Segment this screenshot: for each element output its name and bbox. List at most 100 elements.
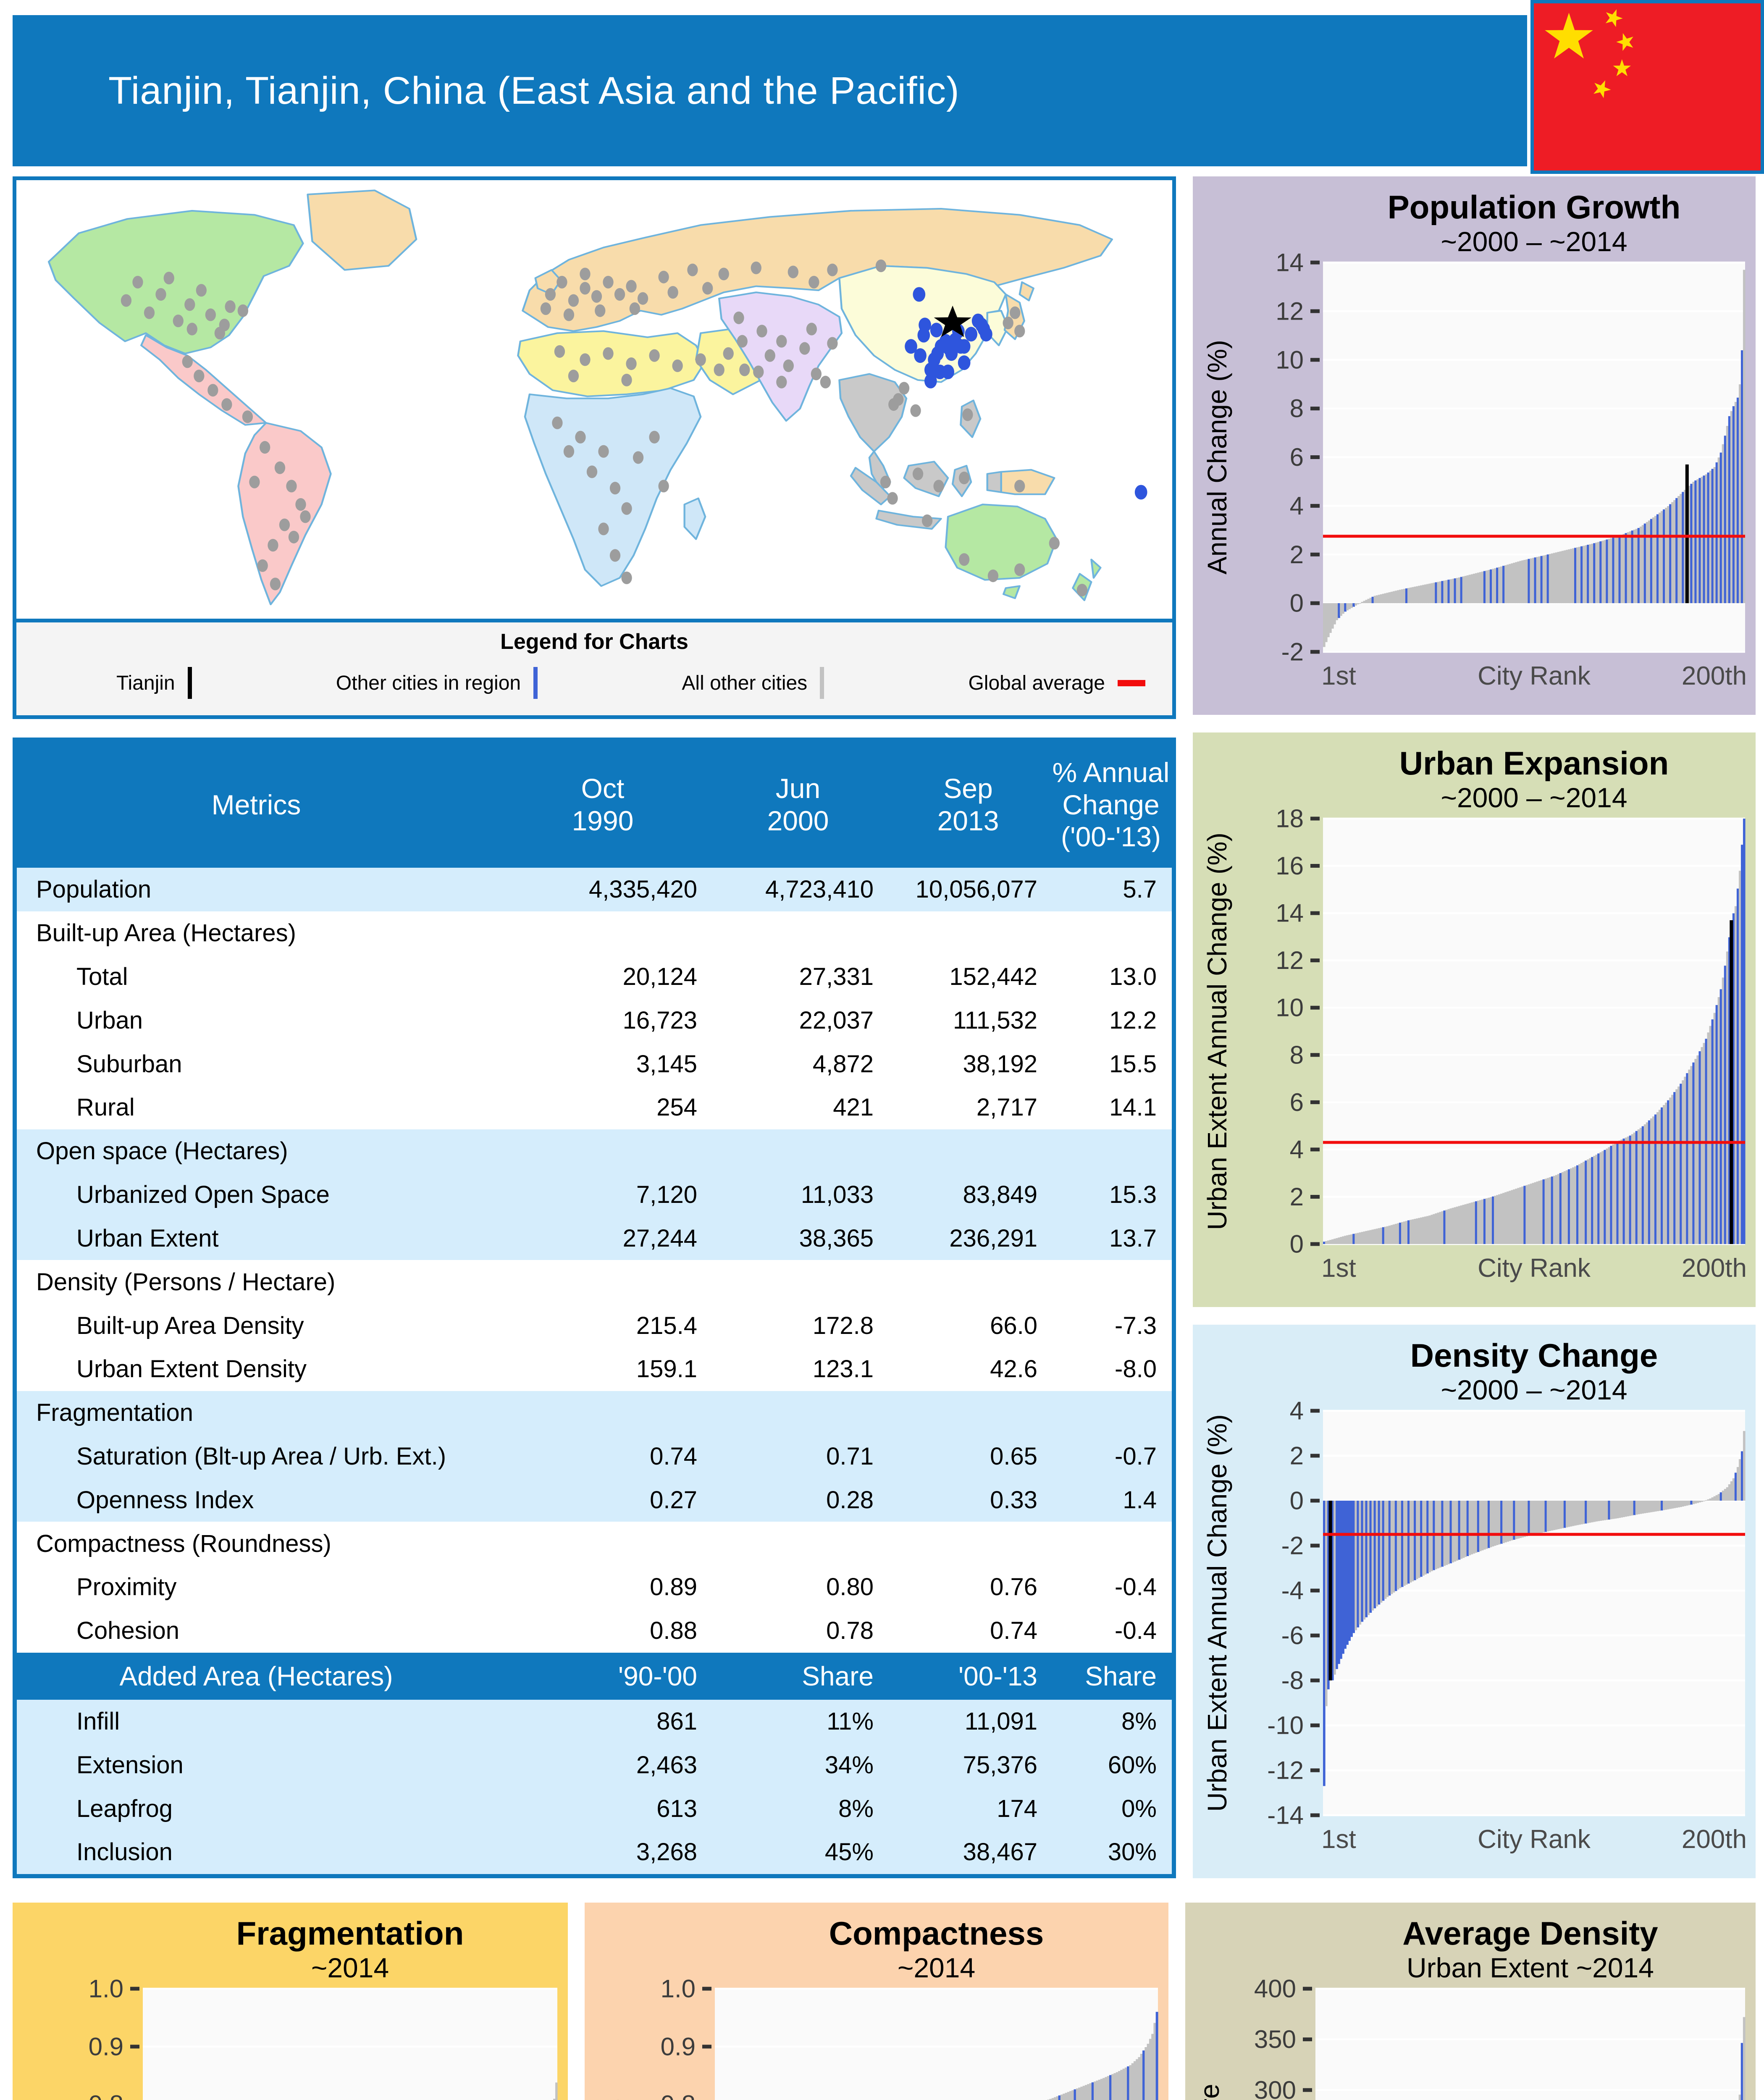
cell-annual-change: -8.0 bbox=[1115, 1355, 1157, 1383]
x-axis-title: City Rank bbox=[1478, 1254, 1591, 1283]
region-city-dot bbox=[1134, 485, 1147, 500]
map-panel: Legend for Charts Tianjin Other cities i… bbox=[13, 176, 1176, 719]
cell-2000: 4,723,410 bbox=[765, 876, 874, 903]
svg-text:12: 12 bbox=[1276, 297, 1304, 325]
other-city-dot bbox=[921, 514, 933, 527]
svg-text:0: 0 bbox=[1290, 589, 1304, 617]
world-map bbox=[16, 180, 1172, 619]
density-change-chart: -14 -12 -10 -8 -6 -4 -2 0 2 4 Density Change~2000 … bbox=[1193, 1325, 1756, 1878]
svg-text:2: 2 bbox=[1290, 1442, 1304, 1470]
svg-text:10: 10 bbox=[1276, 994, 1304, 1022]
world-map-svg bbox=[47, 189, 1147, 605]
other-city-dot bbox=[649, 430, 660, 444]
legend-item-red-line: Global average bbox=[968, 667, 1145, 699]
region-city-dot bbox=[914, 348, 927, 363]
added-col-00-13: '00-'13 bbox=[958, 1661, 1037, 1691]
region-nz-north bbox=[1090, 559, 1102, 579]
other-city-dot bbox=[733, 311, 744, 324]
other-city-dot bbox=[808, 276, 819, 289]
cell-2013: 0.65 bbox=[990, 1442, 1037, 1470]
flag-star bbox=[1545, 13, 1593, 59]
other-city-dot bbox=[609, 549, 621, 562]
other-city-dot bbox=[621, 571, 632, 584]
other-city-dot bbox=[580, 353, 591, 366]
region-west-papua bbox=[986, 471, 1002, 493]
cell-2000: 421 bbox=[833, 1094, 874, 1121]
x-first-label: 1st bbox=[1321, 1254, 1356, 1283]
page-title: Tianjin, Tianjin, China (East Asia and t… bbox=[108, 69, 960, 112]
fragmentation-chart: 0.30.40.50.60.70.80.91.0Fragmentation~20… bbox=[13, 1903, 568, 2100]
row-label: Urban bbox=[76, 1006, 143, 1034]
other-city-dot bbox=[626, 280, 637, 293]
flag-star bbox=[1616, 33, 1633, 51]
table-row: Rural 254 421 2,717 14.1 bbox=[17, 1086, 1172, 1129]
other-city-dot bbox=[933, 480, 944, 493]
other-city-dot bbox=[753, 365, 764, 378]
chart-subtitle: ~2000 – ~2014 bbox=[1441, 1374, 1627, 1405]
region-city-dot bbox=[958, 355, 971, 370]
region-greenland bbox=[307, 189, 417, 271]
legend-item-label: Other cities in region bbox=[336, 672, 521, 694]
population-growth-chart: -2 0 2 4 6 8 10 12 14 Population Growth~2000 – ~2… bbox=[1193, 176, 1756, 715]
x-last-label: 200th bbox=[1682, 662, 1747, 690]
svg-text:-10: -10 bbox=[1267, 1712, 1304, 1740]
cell-1990: 0.89 bbox=[650, 1573, 697, 1601]
cell-annual-change: 5.7 bbox=[1123, 876, 1157, 903]
other-city-dot bbox=[621, 502, 632, 515]
region-city-dot bbox=[905, 339, 917, 354]
y-axis-title: Annual Change (%) bbox=[1202, 340, 1232, 575]
svg-text:2: 2 bbox=[1290, 541, 1304, 569]
svg-text:-2: -2 bbox=[1281, 638, 1304, 666]
other-city-dot bbox=[880, 475, 891, 488]
svg-text:400: 400 bbox=[1254, 1975, 1296, 2003]
x-axis-title: City Rank bbox=[1478, 1825, 1591, 1854]
svg-text:300: 300 bbox=[1254, 2076, 1296, 2100]
region-madagascar bbox=[683, 497, 706, 540]
cell-2013: 2,717 bbox=[976, 1094, 1037, 1121]
table-row: Density (Persons / Hectare) bbox=[17, 1260, 1172, 1304]
cell-2000: 172.8 bbox=[812, 1312, 874, 1339]
cell-2000: 0.78 bbox=[826, 1617, 874, 1645]
table-row: Cohesion 0.88 0.78 0.74 -0.4 bbox=[17, 1609, 1172, 1653]
cell-share2: 0% bbox=[1121, 1795, 1157, 1822]
cell-2013: 83,849 bbox=[963, 1181, 1037, 1209]
cell-1990: 7,120 bbox=[636, 1181, 697, 1209]
gray-bar-icon bbox=[820, 667, 824, 699]
svg-text:-12: -12 bbox=[1267, 1756, 1304, 1785]
other-city-dot bbox=[300, 510, 311, 523]
other-city-dot bbox=[257, 559, 268, 572]
other-city-dot bbox=[629, 302, 640, 315]
other-city-dot bbox=[249, 475, 260, 488]
region-city-dot bbox=[930, 323, 943, 338]
region-city-dot bbox=[924, 373, 937, 388]
other-city-dot bbox=[626, 357, 637, 370]
cell-90-00: 613 bbox=[656, 1795, 697, 1822]
other-city-dot bbox=[737, 335, 748, 348]
other-city-dot bbox=[820, 375, 831, 388]
y-axis-title: Urban Extent Annual Change (%) bbox=[1202, 1414, 1232, 1811]
other-city-dot bbox=[799, 342, 810, 355]
other-city-dot bbox=[764, 349, 775, 362]
other-city-dot bbox=[556, 276, 567, 289]
svg-text:0.9: 0.9 bbox=[661, 2032, 696, 2061]
row-label: Proximity bbox=[76, 1573, 177, 1601]
cell-1990: 0.74 bbox=[650, 1442, 697, 1470]
x-axis-title: City Rank bbox=[1478, 662, 1591, 690]
header-bar: Tianjin, Tianjin, China (East Asia and t… bbox=[13, 15, 1527, 166]
china-flag bbox=[1530, 0, 1764, 174]
cell-share1: 8% bbox=[838, 1795, 874, 1822]
col-header-2013: Sep 2013 bbox=[937, 773, 999, 836]
svg-text:2: 2 bbox=[1290, 1183, 1304, 1211]
region-city-dot bbox=[919, 318, 931, 333]
region-png bbox=[1000, 469, 1055, 495]
cell-1990: 215.4 bbox=[636, 1312, 697, 1339]
other-city-dot bbox=[121, 294, 132, 307]
cell-2000: 4,872 bbox=[812, 1050, 874, 1078]
col-header-metrics: Metrics bbox=[211, 789, 301, 820]
cell-1990: 20,124 bbox=[622, 963, 697, 991]
row-label: Fragmentation bbox=[36, 1399, 193, 1427]
other-city-dot bbox=[723, 347, 734, 360]
density-change-chart-panel: -14 -12 -10 -8 -6 -4 -2 0 2 4 Density Change ~2000 … bbox=[1193, 1325, 1756, 1878]
table-row: Suburban 3,145 4,872 38,192 15.5 bbox=[17, 1042, 1172, 1086]
tianjin-bar bbox=[1730, 920, 1733, 1244]
